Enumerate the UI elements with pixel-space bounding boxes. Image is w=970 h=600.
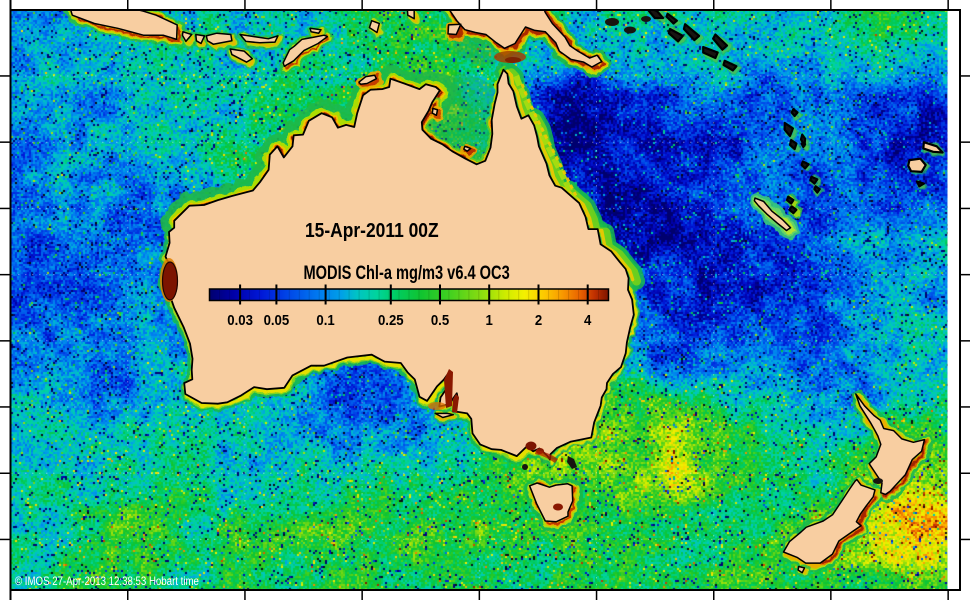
- svg-text:© IMOS 27-Apr-2013 12:38:53 Ho: © IMOS 27-Apr-2013 12:38:53 Hobart time: [15, 575, 199, 588]
- svg-text:4: 4: [584, 311, 591, 328]
- svg-text:0.05: 0.05: [264, 311, 290, 328]
- svg-text:1: 1: [486, 311, 493, 328]
- svg-text:0.03: 0.03: [227, 311, 253, 328]
- svg-text:0.1: 0.1: [316, 311, 334, 328]
- svg-text:2: 2: [535, 311, 542, 328]
- svg-text:15-Apr-2011 00Z: 15-Apr-2011 00Z: [305, 220, 439, 243]
- svg-text:MODIS Chl-a mg/m3 v6.4 OC3: MODIS Chl-a mg/m3 v6.4 OC3: [304, 261, 510, 284]
- svg-text:0.25: 0.25: [378, 311, 404, 328]
- svg-text:0.5: 0.5: [431, 311, 449, 328]
